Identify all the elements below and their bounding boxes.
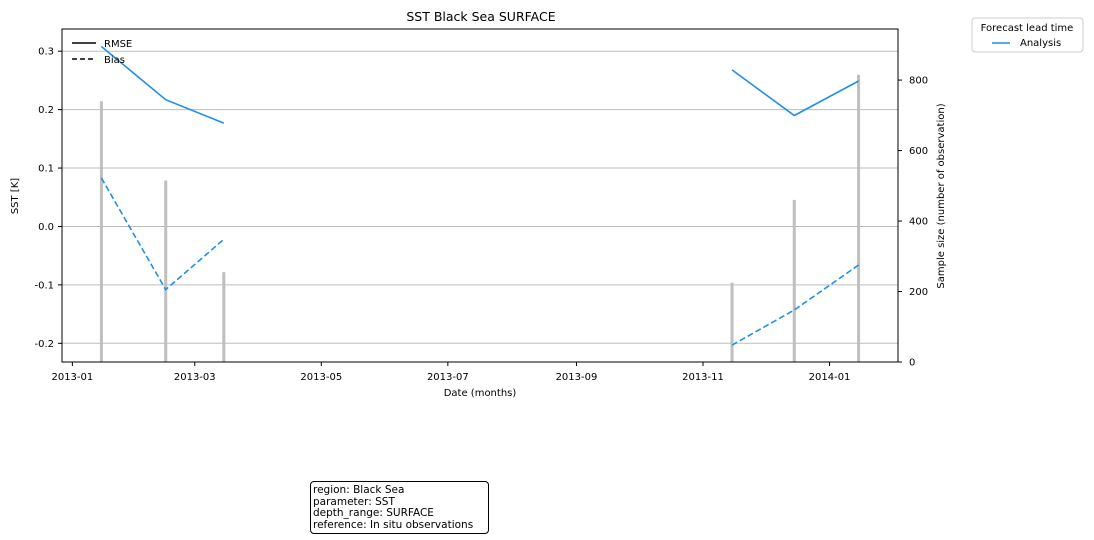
rmse-line bbox=[731, 69, 859, 117]
info-region: region: Black Sea bbox=[313, 484, 405, 496]
style-legend: RMSE Bias bbox=[72, 39, 132, 66]
x-tick-label: 2013-07 bbox=[427, 372, 469, 383]
x-tick-label: 2013-03 bbox=[174, 372, 216, 383]
sample-size-bar bbox=[164, 180, 168, 362]
x-tick-label: 2014-01 bbox=[809, 372, 851, 383]
y-tick-label: 0.2 bbox=[38, 105, 54, 116]
y-axis-left: 0.3 0.2 0.1 0.0 -0.1 -0.2 bbox=[34, 47, 62, 350]
y-right-tick-label: 600 bbox=[909, 146, 928, 157]
x-tick-label: 2013-01 bbox=[51, 372, 93, 383]
x-axis-label: Date (months) bbox=[444, 388, 517, 399]
sample-size-bar bbox=[222, 272, 226, 362]
gridlines bbox=[62, 50, 898, 344]
info-depth-range: depth_range: SURFACE bbox=[313, 507, 434, 520]
y-tick-label: 0.1 bbox=[38, 164, 54, 175]
plot-frame bbox=[61, 28, 899, 363]
lead-legend-label: Analysis bbox=[1020, 38, 1061, 49]
lead-legend-title: Forecast lead time bbox=[981, 23, 1074, 34]
sample-size-bar bbox=[792, 199, 796, 362]
info-box: region: Black Sea parameter: SST depth_r… bbox=[310, 481, 489, 535]
bias-line bbox=[731, 264, 860, 346]
chart-title: SST Black Sea SURFACE bbox=[406, 9, 555, 24]
y-right-tick-label: 400 bbox=[909, 217, 928, 228]
sample-size-bar bbox=[730, 282, 734, 362]
y-tick-label: -0.2 bbox=[34, 339, 54, 350]
sample-size-bar bbox=[99, 101, 103, 362]
legend-bias-label: Bias bbox=[104, 55, 125, 66]
y-axis-label-right: Sample size (number of observation) bbox=[936, 103, 947, 288]
y-right-tick-label: 800 bbox=[909, 76, 928, 87]
y-tick-label: -0.1 bbox=[34, 280, 54, 291]
x-axis: 2013-01 2013-03 2013-05 2013-07 2013-09 2013-… bbox=[51, 362, 850, 383]
rmse-line bbox=[100, 45, 225, 124]
y-axis-right: 0 200 400 600 800 bbox=[898, 76, 928, 369]
sample-size-bars bbox=[99, 74, 861, 363]
info-parameter: parameter: SST bbox=[313, 495, 395, 508]
bias-line bbox=[100, 177, 225, 291]
y-tick-label: 0.3 bbox=[38, 47, 54, 58]
info-reference: reference: In situ observations bbox=[313, 518, 474, 531]
x-tick-label: 2013-09 bbox=[556, 372, 598, 383]
sample-size-bar bbox=[857, 74, 861, 363]
legend-rmse-label: RMSE bbox=[104, 39, 132, 50]
x-tick-label: 2013-05 bbox=[300, 372, 342, 383]
lead-time-legend: Forecast lead time Analysis bbox=[971, 17, 1084, 53]
data-lines bbox=[100, 45, 860, 346]
y-right-tick-label: 200 bbox=[909, 287, 928, 298]
x-tick-label: 2013-11 bbox=[682, 372, 724, 383]
y-axis-label-left: SST [K] bbox=[10, 178, 21, 214]
y-tick-label: 0.0 bbox=[38, 222, 54, 233]
y-right-tick-label: 0 bbox=[909, 358, 915, 369]
